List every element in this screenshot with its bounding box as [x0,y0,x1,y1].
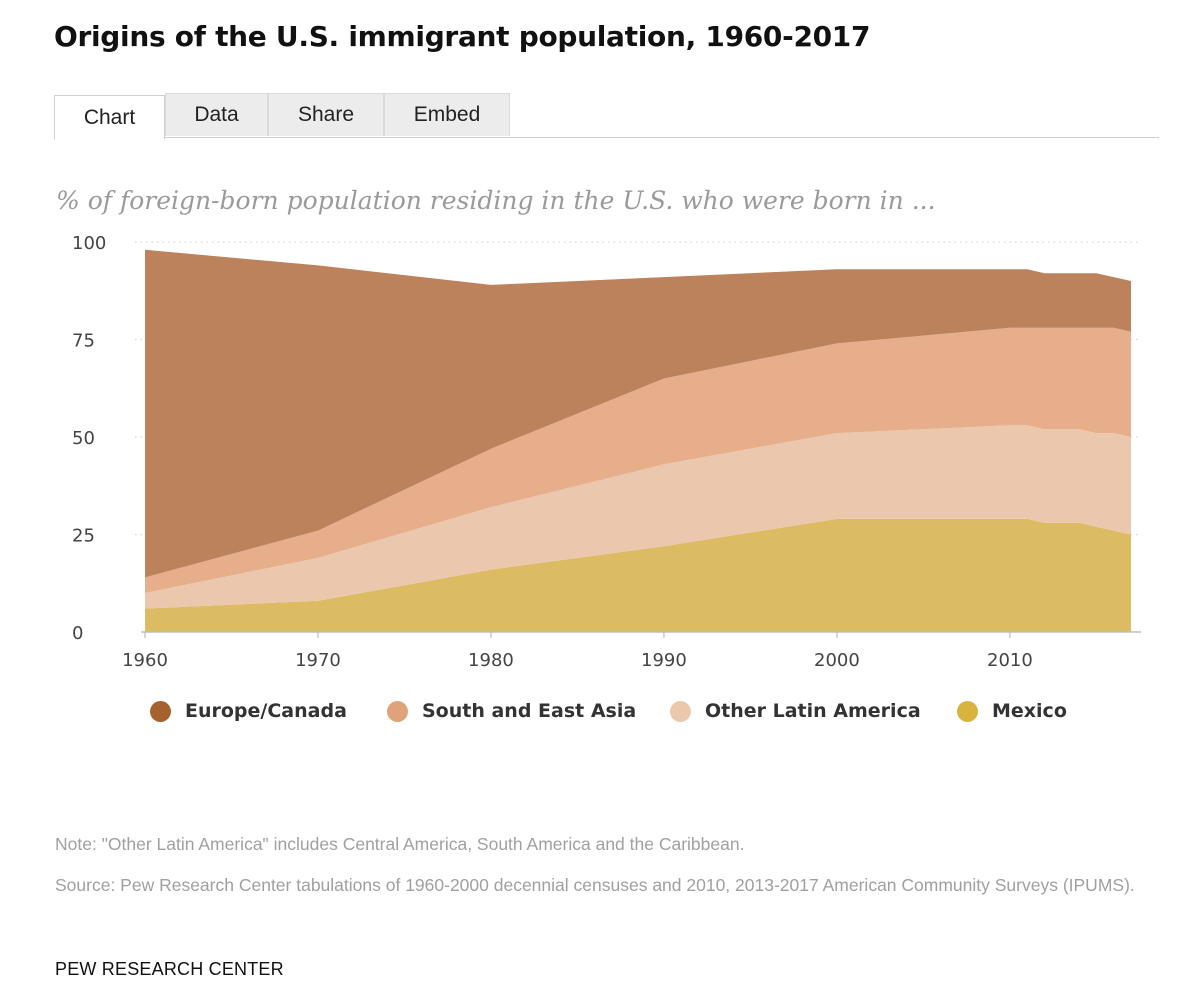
chart-title: Origins of the U.S. immigrant population… [54,20,871,53]
legend-swatch-europe-canada [150,700,171,722]
area-series-europe-canada [145,249,1131,578]
tab-share[interactable]: Share [268,93,384,136]
legend-item-other-latin-america: Other Latin America [670,700,921,722]
legend-label: Europe/Canada [185,700,347,722]
area-series-other-latin-america [145,425,1131,609]
area-series-south-and-east-asia [145,327,1131,593]
legend-label: Other Latin America [705,700,921,722]
y-tick-label: 25 [72,526,95,547]
x-tick-label: 2000 [814,650,860,671]
chart-subtitle: % of foreign-born population residing in… [56,186,936,215]
footnote: Note: "Other Latin America" includes Cen… [55,834,745,854]
tab-bar: Chart Data Share Embed [54,93,1159,140]
x-tick-label: 1970 [295,650,341,671]
legend-label: South and East Asia [422,700,637,722]
legend-swatch-other-latin-america [670,700,691,722]
y-tick-label: 100 [72,233,106,254]
area-series-mexico [145,518,1131,632]
y-tick-label: 75 [72,331,95,352]
area-chart: 0 25 50 75 100 1960 1970 1980 1990 2000 2010 [72,233,1141,671]
x-tick-label: 1980 [468,650,514,671]
tab-chart[interactable]: Chart [54,95,165,140]
legend-swatch-mexico [957,700,978,722]
chart-legend: Europe/Canada South and East Asia Other … [0,700,1200,726]
legend-item-south-east-asia: South and East Asia [387,700,636,722]
x-tick-label: 2010 [987,650,1033,671]
x-tick-label: 1960 [122,650,168,671]
legend-item-mexico: Mexico [957,700,1067,722]
legend-item-europe-canada: Europe/Canada [150,700,347,722]
tab-data[interactable]: Data [165,93,268,136]
source-note: Source: Pew Research Center tabulations … [55,875,1135,895]
y-tick-label: 0 [72,623,83,644]
legend-swatch-south-east-asia [387,700,408,722]
tab-embed[interactable]: Embed [384,93,510,136]
legend-label: Mexico [992,700,1067,722]
x-tick-label: 1990 [641,650,687,671]
y-tick-label: 50 [72,428,95,449]
brand-label: PEW RESEARCH CENTER [55,959,284,979]
